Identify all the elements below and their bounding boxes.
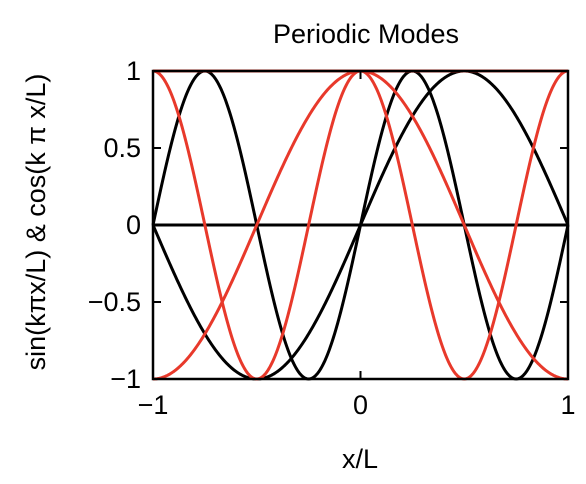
y-tick-label: −1: [110, 364, 141, 394]
ticks: [152, 70, 569, 380]
y-tick-label: 0: [126, 210, 141, 240]
y-tick-label: 0.5: [103, 133, 141, 163]
y-axis-label: sin(kπx/L) & cos(k π x/L): [21, 74, 51, 371]
x-axis-label: x/L: [342, 444, 378, 474]
chart-title: Periodic Modes: [273, 19, 459, 49]
plot-area: [151, 69, 570, 381]
x-tick-label: 1: [560, 390, 575, 420]
x-tick-label: −1: [138, 390, 169, 420]
series-line-sin-k2: [151, 69, 570, 381]
y-tick-label: −0.5: [88, 287, 141, 317]
y-tick-label: 1: [126, 56, 141, 86]
tick-labels: −1 0 1 −1 −0.5 0 0.5 1: [88, 56, 576, 420]
x-tick-label: 0: [353, 390, 368, 420]
